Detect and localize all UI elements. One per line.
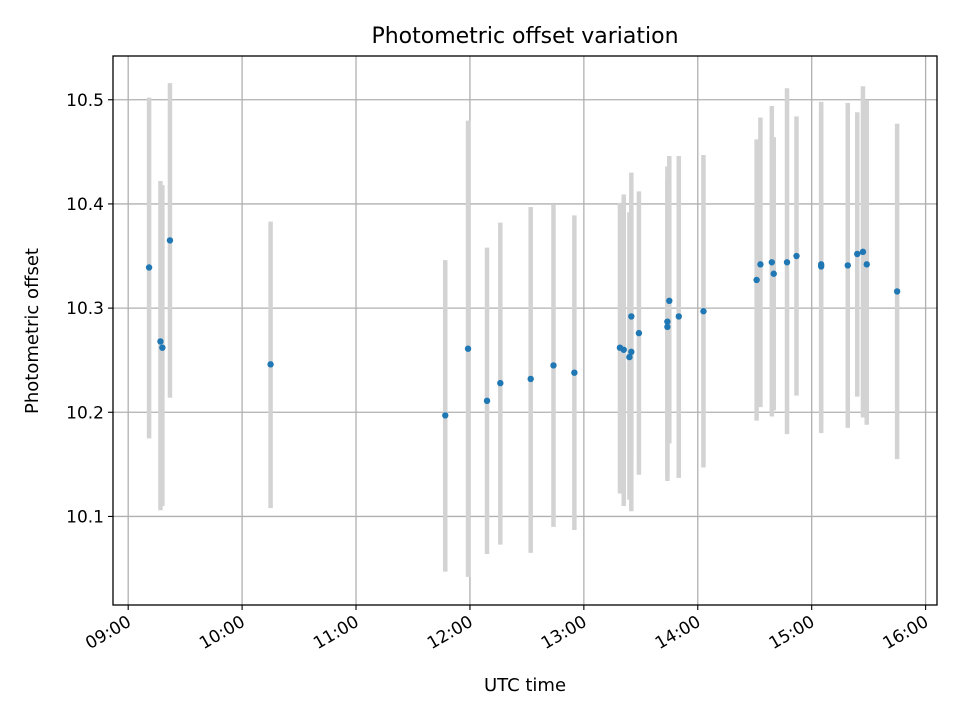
data-point	[666, 297, 673, 305]
chart-title: Photometric offset variation	[371, 24, 678, 49]
data-points	[145, 237, 901, 419]
data-point	[783, 259, 791, 266]
data-point	[757, 261, 764, 268]
data-point	[620, 346, 627, 353]
y-tick-label: 10.1	[66, 507, 104, 527]
data-point	[626, 353, 633, 361]
y-tick-label: 10.3	[66, 299, 104, 319]
data-point	[664, 323, 671, 331]
data-point	[157, 338, 164, 345]
data-point	[442, 412, 449, 419]
y-axis-ticks: 10.1 10.2 10.3 10.4 10.5	[66, 91, 113, 527]
data-point	[863, 261, 870, 268]
data-point	[464, 345, 472, 352]
data-point	[854, 250, 861, 258]
y-tick-label: 10.5	[66, 91, 104, 111]
data-point	[770, 270, 777, 277]
data-point	[166, 237, 174, 244]
y-tick-label: 10.4	[66, 195, 104, 215]
data-point	[527, 375, 534, 383]
data-point	[859, 248, 867, 256]
data-point	[817, 261, 825, 268]
data-point	[793, 252, 800, 260]
y-tick-label: 10.2	[66, 403, 104, 423]
data-point	[893, 288, 901, 295]
data-point	[267, 361, 274, 368]
x-axis-label: UTC time	[484, 675, 566, 696]
grid	[113, 56, 937, 605]
data-point	[635, 329, 643, 337]
data-point	[664, 318, 671, 325]
data-point	[753, 276, 760, 284]
data-point	[628, 313, 635, 320]
data-point	[571, 369, 578, 376]
data-point	[628, 348, 635, 356]
data-point	[145, 264, 153, 271]
axes-frame	[112, 55, 938, 606]
data-point	[844, 262, 851, 269]
data-point	[700, 308, 707, 315]
data-point	[483, 397, 491, 405]
data-point	[675, 313, 682, 320]
data-point	[159, 344, 166, 351]
data-point	[497, 379, 504, 387]
y-axis-label: Photometric offset	[22, 248, 43, 414]
data-point	[768, 259, 776, 266]
data-point	[550, 362, 557, 369]
